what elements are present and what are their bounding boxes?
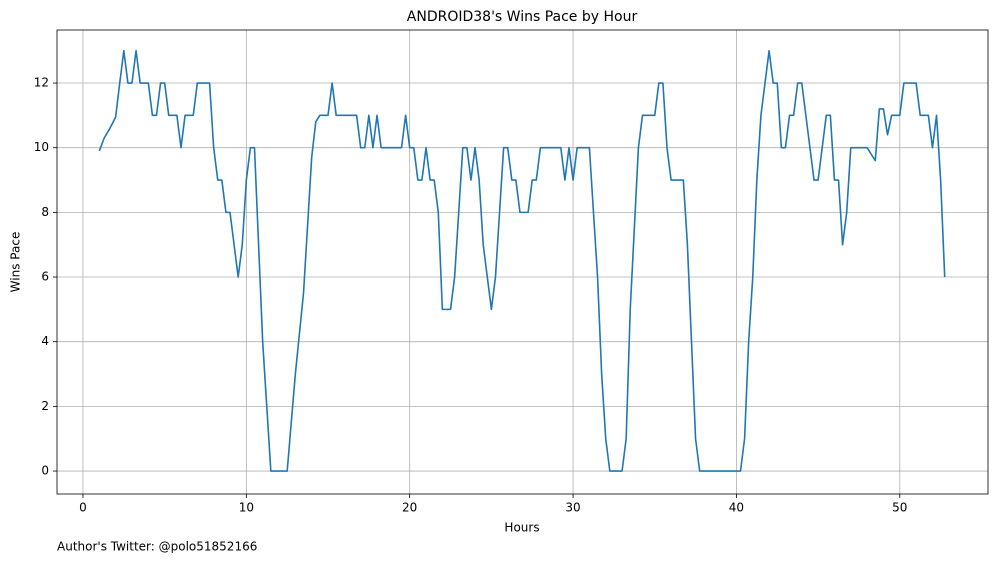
x-tick-label: 50 bbox=[892, 501, 907, 515]
y-tick-label: 8 bbox=[41, 205, 49, 219]
plot-layer bbox=[98, 49, 946, 472]
data-line bbox=[98, 49, 946, 472]
y-tick-label: 2 bbox=[41, 399, 49, 413]
grid-layer bbox=[57, 30, 988, 494]
annotation: Author's Twitter: @polo51852166 bbox=[57, 540, 257, 554]
x-tick-label: 40 bbox=[729, 501, 744, 515]
x-tick-label: 30 bbox=[565, 501, 580, 515]
y-tick-label: 12 bbox=[34, 76, 49, 90]
x-axis-label: Hours bbox=[504, 521, 539, 535]
x-tick-label: 0 bbox=[79, 501, 87, 515]
y-tick-label: 10 bbox=[34, 140, 49, 154]
x-tick-label: 20 bbox=[402, 501, 417, 515]
y-axis-label: Wins Pace bbox=[9, 232, 23, 293]
y-tick-label: 6 bbox=[41, 270, 49, 284]
chart-title: ANDROID38's Wins Pace by Hour bbox=[407, 9, 638, 25]
y-tick-label: 4 bbox=[41, 334, 49, 348]
x-tick-label: 10 bbox=[239, 501, 254, 515]
y-tick-label: 0 bbox=[41, 464, 49, 478]
plot-frame bbox=[56, 29, 989, 495]
